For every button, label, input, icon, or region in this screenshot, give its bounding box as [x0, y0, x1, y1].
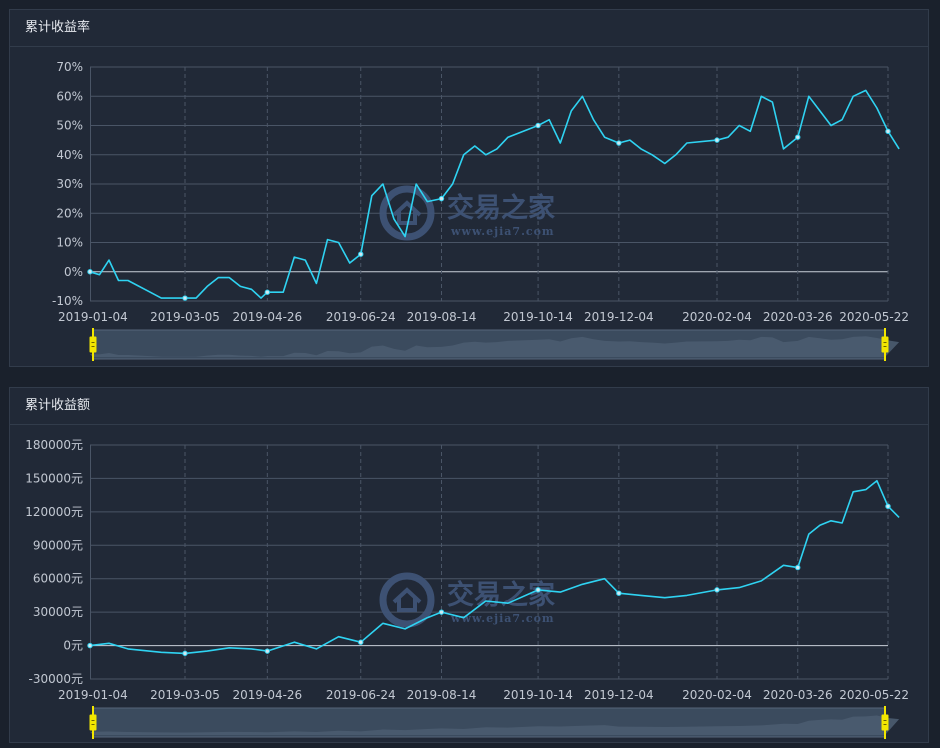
x-tick-label: 2019-08-14: [407, 310, 477, 324]
data-point: [264, 289, 271, 295]
y-tick-label: 30000元: [33, 605, 83, 619]
x-tick-label: 2019-03-05: [150, 688, 220, 702]
x-tick-label: 2019-10-14: [503, 688, 573, 702]
x-tick-label: 2019-06-24: [326, 310, 396, 324]
x-tick-label: 2020-05-22: [839, 688, 909, 702]
data-point: [438, 195, 445, 202]
y-tick-label: -30000元: [28, 672, 83, 686]
y-tick-label: 0元: [63, 639, 83, 653]
data-point: [535, 587, 541, 593]
zoom-slider-preview: [90, 336, 900, 357]
x-tick-label: 2020-02-04: [682, 310, 752, 324]
x-tick-label: 2019-08-14: [407, 688, 477, 702]
data-point: [438, 609, 445, 615]
cumulative-return-amount-panel: 累计收益额 180000元 150000元 120000元 90000元 60000元 3…: [9, 387, 929, 743]
data-point: [885, 503, 891, 509]
data-point: [264, 648, 271, 654]
x-tick-label: 2020-02-04: [682, 688, 752, 702]
watermark-name: 交易之家: [447, 192, 555, 224]
data-point: [714, 137, 720, 143]
panel-title: 累计收益率: [10, 10, 928, 47]
watermark-logo-icon: [379, 185, 435, 241]
data-point: [358, 639, 364, 645]
watermark-house-icon: [392, 587, 422, 612]
data-point: [795, 134, 801, 140]
x-tick-label: 2019-04-26: [232, 310, 302, 324]
y-tick-label: 70%: [56, 60, 83, 74]
data-point: [714, 587, 720, 593]
cumulative-return-rate-panel: 累计收益率 70% 60% 50% 40% 30% 20% 10% 0% -10% 2019-01…: [9, 9, 929, 367]
data-point: [182, 650, 188, 657]
watermark-house-icon: [392, 200, 422, 225]
x-tick-label: 2019-12-04: [584, 310, 654, 324]
watermark-logo-icon: [379, 572, 435, 628]
zoom-handle-right-grip-icon[interactable]: [881, 336, 889, 353]
zoom-handle-left-grip-icon[interactable]: [89, 714, 97, 731]
y-tick-label: 90000元: [33, 538, 83, 552]
y-tick-label: 20%: [56, 206, 83, 220]
zoom-handle-left-grip-icon[interactable]: [89, 336, 97, 353]
data-point: [885, 128, 891, 135]
x-tick-label: 2019-01-04: [58, 310, 128, 324]
y-tick-label: 60%: [56, 89, 83, 103]
y-tick-label: 0%: [64, 265, 83, 279]
zoom-slider-preview: [90, 715, 900, 735]
x-tick-label: 2019-12-04: [584, 688, 654, 702]
data-point: [795, 564, 801, 571]
data-point: [616, 590, 622, 596]
data-point: [87, 642, 93, 649]
watermark-name: 交易之家: [447, 579, 555, 611]
y-tick-label: 10%: [56, 236, 83, 250]
series-line: [89, 89, 900, 299]
watermark-url: www.ejia7.com: [450, 612, 555, 625]
x-tick-label: 2020-03-26: [763, 688, 833, 702]
y-tick-label: -10%: [52, 294, 83, 308]
data-point: [616, 140, 622, 146]
y-tick-label: 40%: [56, 148, 83, 162]
y-tick-label: 50%: [56, 119, 83, 133]
y-tick-label: 180000元: [25, 438, 83, 452]
data-point: [182, 295, 188, 301]
y-tick-label: 120000元: [25, 505, 83, 519]
return-amount-chart: 180000元 150000元 120000元 90000元 60000元 30000元 0…: [25, 438, 909, 739]
data-point: [87, 269, 93, 275]
x-tick-label: 2020-03-26: [763, 310, 833, 324]
data-point: [535, 122, 541, 129]
data-point: [358, 251, 364, 257]
watermark-url: www.ejia7.com: [450, 225, 555, 238]
return-rate-chart: 70% 60% 50% 40% 30% 20% 10% 0% -10% 2019-01-04 201…: [52, 60, 909, 361]
series-line: [89, 479, 900, 655]
y-tick-label: 150000元: [25, 471, 83, 485]
x-tick-label: 2019-03-05: [150, 310, 220, 324]
y-tick-label: 30%: [56, 177, 83, 191]
panel-title: 累计收益额: [10, 388, 928, 425]
x-tick-label: 2019-04-26: [232, 688, 302, 702]
x-tick-label: 2019-01-04: [58, 688, 128, 702]
x-tick-label: 2019-10-14: [503, 310, 573, 324]
x-tick-label: 2020-05-22: [839, 310, 909, 324]
y-tick-label: 60000元: [33, 572, 83, 586]
zoom-handle-right-grip-icon[interactable]: [881, 714, 889, 731]
x-tick-label: 2019-06-24: [326, 688, 396, 702]
